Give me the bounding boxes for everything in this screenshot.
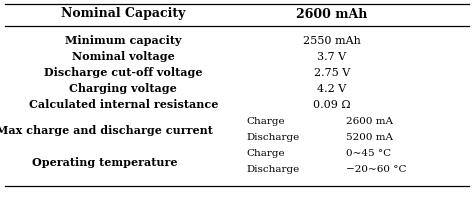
Text: Minimum capacity: Minimum capacity (65, 36, 182, 46)
Text: 4.2 V: 4.2 V (317, 84, 346, 94)
Text: 5200 mA: 5200 mA (346, 134, 393, 143)
Text: 0.09 Ω: 0.09 Ω (313, 100, 351, 110)
Text: Calculated internal resistance: Calculated internal resistance (28, 100, 218, 110)
Text: 0~45 °C: 0~45 °C (346, 150, 391, 159)
Text: Charge: Charge (246, 150, 285, 159)
Text: Discharge cut-off voltage: Discharge cut-off voltage (44, 67, 202, 79)
Text: 2550 mAh: 2550 mAh (303, 36, 361, 46)
Text: −20~60 °C: −20~60 °C (346, 165, 407, 174)
Text: Nominal Capacity: Nominal Capacity (61, 7, 185, 21)
Text: 2600 mA: 2600 mA (346, 117, 393, 126)
Text: Charging voltage: Charging voltage (69, 83, 177, 95)
Text: 3.7 V: 3.7 V (317, 52, 346, 62)
Text: 2600 mAh: 2600 mAh (296, 7, 367, 21)
Text: Nominal voltage: Nominal voltage (72, 52, 174, 62)
Text: Discharge: Discharge (246, 134, 300, 143)
Text: Max charge and discharge current: Max charge and discharge current (0, 125, 213, 135)
Text: Discharge: Discharge (246, 165, 300, 174)
Text: Charge: Charge (246, 117, 285, 126)
Text: 2.75 V: 2.75 V (314, 68, 350, 78)
Text: Operating temperature: Operating temperature (32, 156, 177, 168)
